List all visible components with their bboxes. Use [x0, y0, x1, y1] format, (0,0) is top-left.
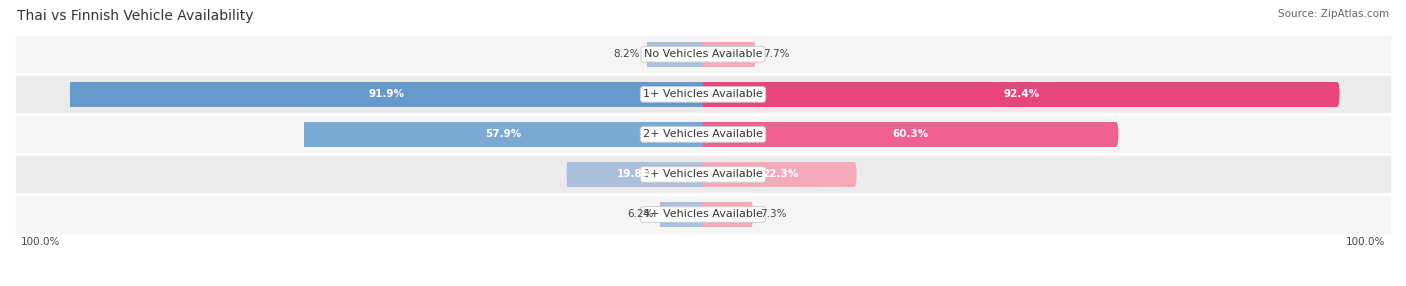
Text: 1+ Vehicles Available: 1+ Vehicles Available — [643, 90, 763, 99]
Text: 60.3%: 60.3% — [893, 130, 929, 139]
Circle shape — [647, 42, 651, 67]
Bar — [14, 34, 1392, 74]
Bar — [647, 42, 700, 67]
Circle shape — [70, 82, 75, 107]
Bar — [703, 122, 1116, 147]
Circle shape — [852, 162, 856, 187]
Bar — [70, 82, 700, 107]
Bar — [700, 122, 703, 147]
Bar — [661, 202, 700, 227]
Text: 91.9%: 91.9% — [368, 90, 405, 99]
Circle shape — [752, 42, 756, 67]
Circle shape — [1114, 122, 1118, 147]
Bar — [700, 202, 703, 227]
Bar — [703, 162, 855, 187]
Text: 57.9%: 57.9% — [485, 130, 522, 139]
Circle shape — [1336, 82, 1340, 107]
Text: 7.3%: 7.3% — [761, 210, 787, 219]
Text: 22.3%: 22.3% — [762, 170, 799, 179]
Bar — [703, 82, 706, 107]
Bar — [14, 114, 1392, 154]
Circle shape — [304, 122, 308, 147]
Bar — [703, 42, 754, 67]
Bar — [304, 122, 700, 147]
Circle shape — [749, 202, 754, 227]
Bar — [14, 194, 1392, 235]
Bar — [703, 202, 706, 227]
Text: Thai vs Finnish Vehicle Availability: Thai vs Finnish Vehicle Availability — [17, 9, 253, 23]
Circle shape — [567, 162, 571, 187]
Text: 19.8%: 19.8% — [617, 170, 652, 179]
Bar — [703, 82, 1337, 107]
Text: No Vehicles Available: No Vehicles Available — [644, 49, 762, 59]
Bar — [14, 74, 1392, 114]
Bar — [700, 162, 703, 187]
Text: 2+ Vehicles Available: 2+ Vehicles Available — [643, 130, 763, 139]
Circle shape — [661, 202, 665, 227]
Text: 4+ Vehicles Available: 4+ Vehicles Available — [643, 210, 763, 219]
Text: 3+ Vehicles Available: 3+ Vehicles Available — [643, 170, 763, 179]
Text: Source: ZipAtlas.com: Source: ZipAtlas.com — [1278, 9, 1389, 19]
Text: 92.4%: 92.4% — [1002, 90, 1039, 99]
Bar — [700, 42, 703, 67]
Text: 6.2%: 6.2% — [627, 210, 654, 219]
Bar — [703, 202, 751, 227]
Bar — [703, 42, 706, 67]
Bar — [703, 162, 706, 187]
Bar — [703, 122, 706, 147]
Text: 7.7%: 7.7% — [763, 49, 789, 59]
Bar — [567, 162, 700, 187]
Bar — [14, 154, 1392, 194]
Text: 100.0%: 100.0% — [1346, 237, 1385, 247]
Text: 8.2%: 8.2% — [613, 49, 640, 59]
Bar — [700, 82, 703, 107]
Text: 100.0%: 100.0% — [21, 237, 60, 247]
